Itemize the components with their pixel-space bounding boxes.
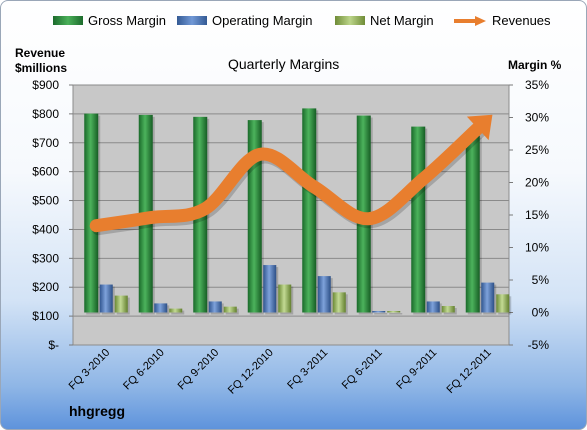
right-tick-label: 5% [532,273,550,287]
right-axis-title: Margin % [508,58,562,72]
revenue-point [204,208,206,210]
bar-operating-margin [317,276,331,313]
chart-title: Quarterly Margins [228,56,340,72]
right-tick-label: 20% [525,176,549,190]
x-tick-label: FQ 12-2010 [226,347,276,397]
bar-operating-margin [426,301,440,313]
left-tick-label: $700 [32,136,59,150]
right-tick-label: 10% [525,241,549,255]
left-axis-ticks: $- $100 $200 $300 $400 $500 $600 $700 $800 $900 [32,78,73,352]
left-tick-label: $400 [32,222,59,236]
left-tick-label: $800 [32,107,59,121]
bar-gross-margin [411,126,426,313]
bar-operating-margin [208,301,222,313]
bar-gross-margin [247,120,262,313]
legend-swatch-gross-margin [53,16,83,25]
bar-shadow [389,313,403,315]
bar-net-margin [278,284,292,313]
revenue-arrowhead [466,114,493,141]
left-tick-label: $100 [32,309,59,323]
x-tick-label: FQ 9-2011 [394,347,439,392]
right-tick-label: -5% [528,338,550,352]
bar-net-margin [441,306,455,313]
revenue-line [89,121,485,233]
left-axis-title-line1: Revenue [15,46,66,60]
bar-shadow [171,310,185,315]
brand-label: hhgregg [69,403,125,419]
bar-net-margin [332,292,346,313]
revenue-point [150,217,152,219]
left-tick-label: $600 [32,165,59,179]
bar-gross-margin [465,135,480,313]
x-axis-labels: FQ 3-2010 FQ 6-2010 FQ 9-2010 FQ 12-2010 FQ … [67,347,494,397]
revenue-point [313,186,315,188]
left-tick-label: $200 [32,280,59,294]
chart-legend: Gross Margin Operating Margin Net Margin… [1,13,586,33]
x-tick-label: FQ 6-2011 [340,347,385,392]
legend-label-net-margin: Net Margin [370,13,434,28]
left-tick-label: $- [48,338,59,352]
legend-swatch-net-margin [335,16,365,25]
bar-operating-margin [481,282,495,313]
legend-net-margin: Net Margin [335,13,434,28]
revenue-point [259,153,261,155]
legend-label-gross-margin: Gross Margin [88,13,167,28]
bar-operating-margin [154,303,168,313]
right-tick-label: 25% [525,143,549,157]
revenue-line-group [89,114,493,236]
bar-shadow [374,313,388,315]
left-tick-label: $900 [32,78,59,92]
bar-operating-margin [263,265,277,313]
bar-gross-margin [302,108,317,313]
x-tick-label: FQ 9-2010 [176,347,222,393]
x-tick-label: FQ 3-2011 [285,347,330,392]
legend-swatch-revenues [454,15,486,26]
x-tick-label: FQ 6-2010 [121,347,167,393]
bar-net-margin [114,295,128,313]
revenue-point [368,218,370,220]
revenue-point [477,127,479,129]
right-tick-label: 35% [525,78,549,92]
bar-net-margin [387,311,401,313]
legend-label-revenues: Revenues [492,13,551,28]
bar-operating-margin [372,311,386,313]
bar-net-margin [169,308,183,313]
legend-gross-margin: Gross Margin [53,13,166,28]
left-tick-label: $500 [32,194,59,208]
left-axis-title: Revenue $millions [15,46,67,76]
revenue-point [422,178,424,180]
right-tick-label: 0% [532,306,550,320]
revenue-point [95,225,97,227]
bar-operating-margin [99,284,113,313]
right-tick-label: 15% [525,208,549,222]
legend-swatch-operating-margin [177,16,207,25]
bar-net-margin [223,306,237,313]
right-tick-label: 30% [525,111,549,125]
legend-label-operating-margin: Operating Margin [212,13,313,28]
legend-operating-margin: Operating Margin [177,13,312,28]
left-tick-label: $300 [32,251,59,265]
left-axis-title-line2: $millions [15,61,68,75]
bar-gross-margin [84,113,99,313]
bar-net-margin [496,294,510,313]
x-tick-label: FQ 12-2011 [444,347,493,396]
bars-group [84,108,512,315]
right-axis-ticks: -5% 0% 5% 10% 15% 20% 25% 30% 35% [509,78,549,352]
legend-revenues: Revenues [453,13,551,28]
x-tick-label: FQ 3-2010 [67,347,113,393]
